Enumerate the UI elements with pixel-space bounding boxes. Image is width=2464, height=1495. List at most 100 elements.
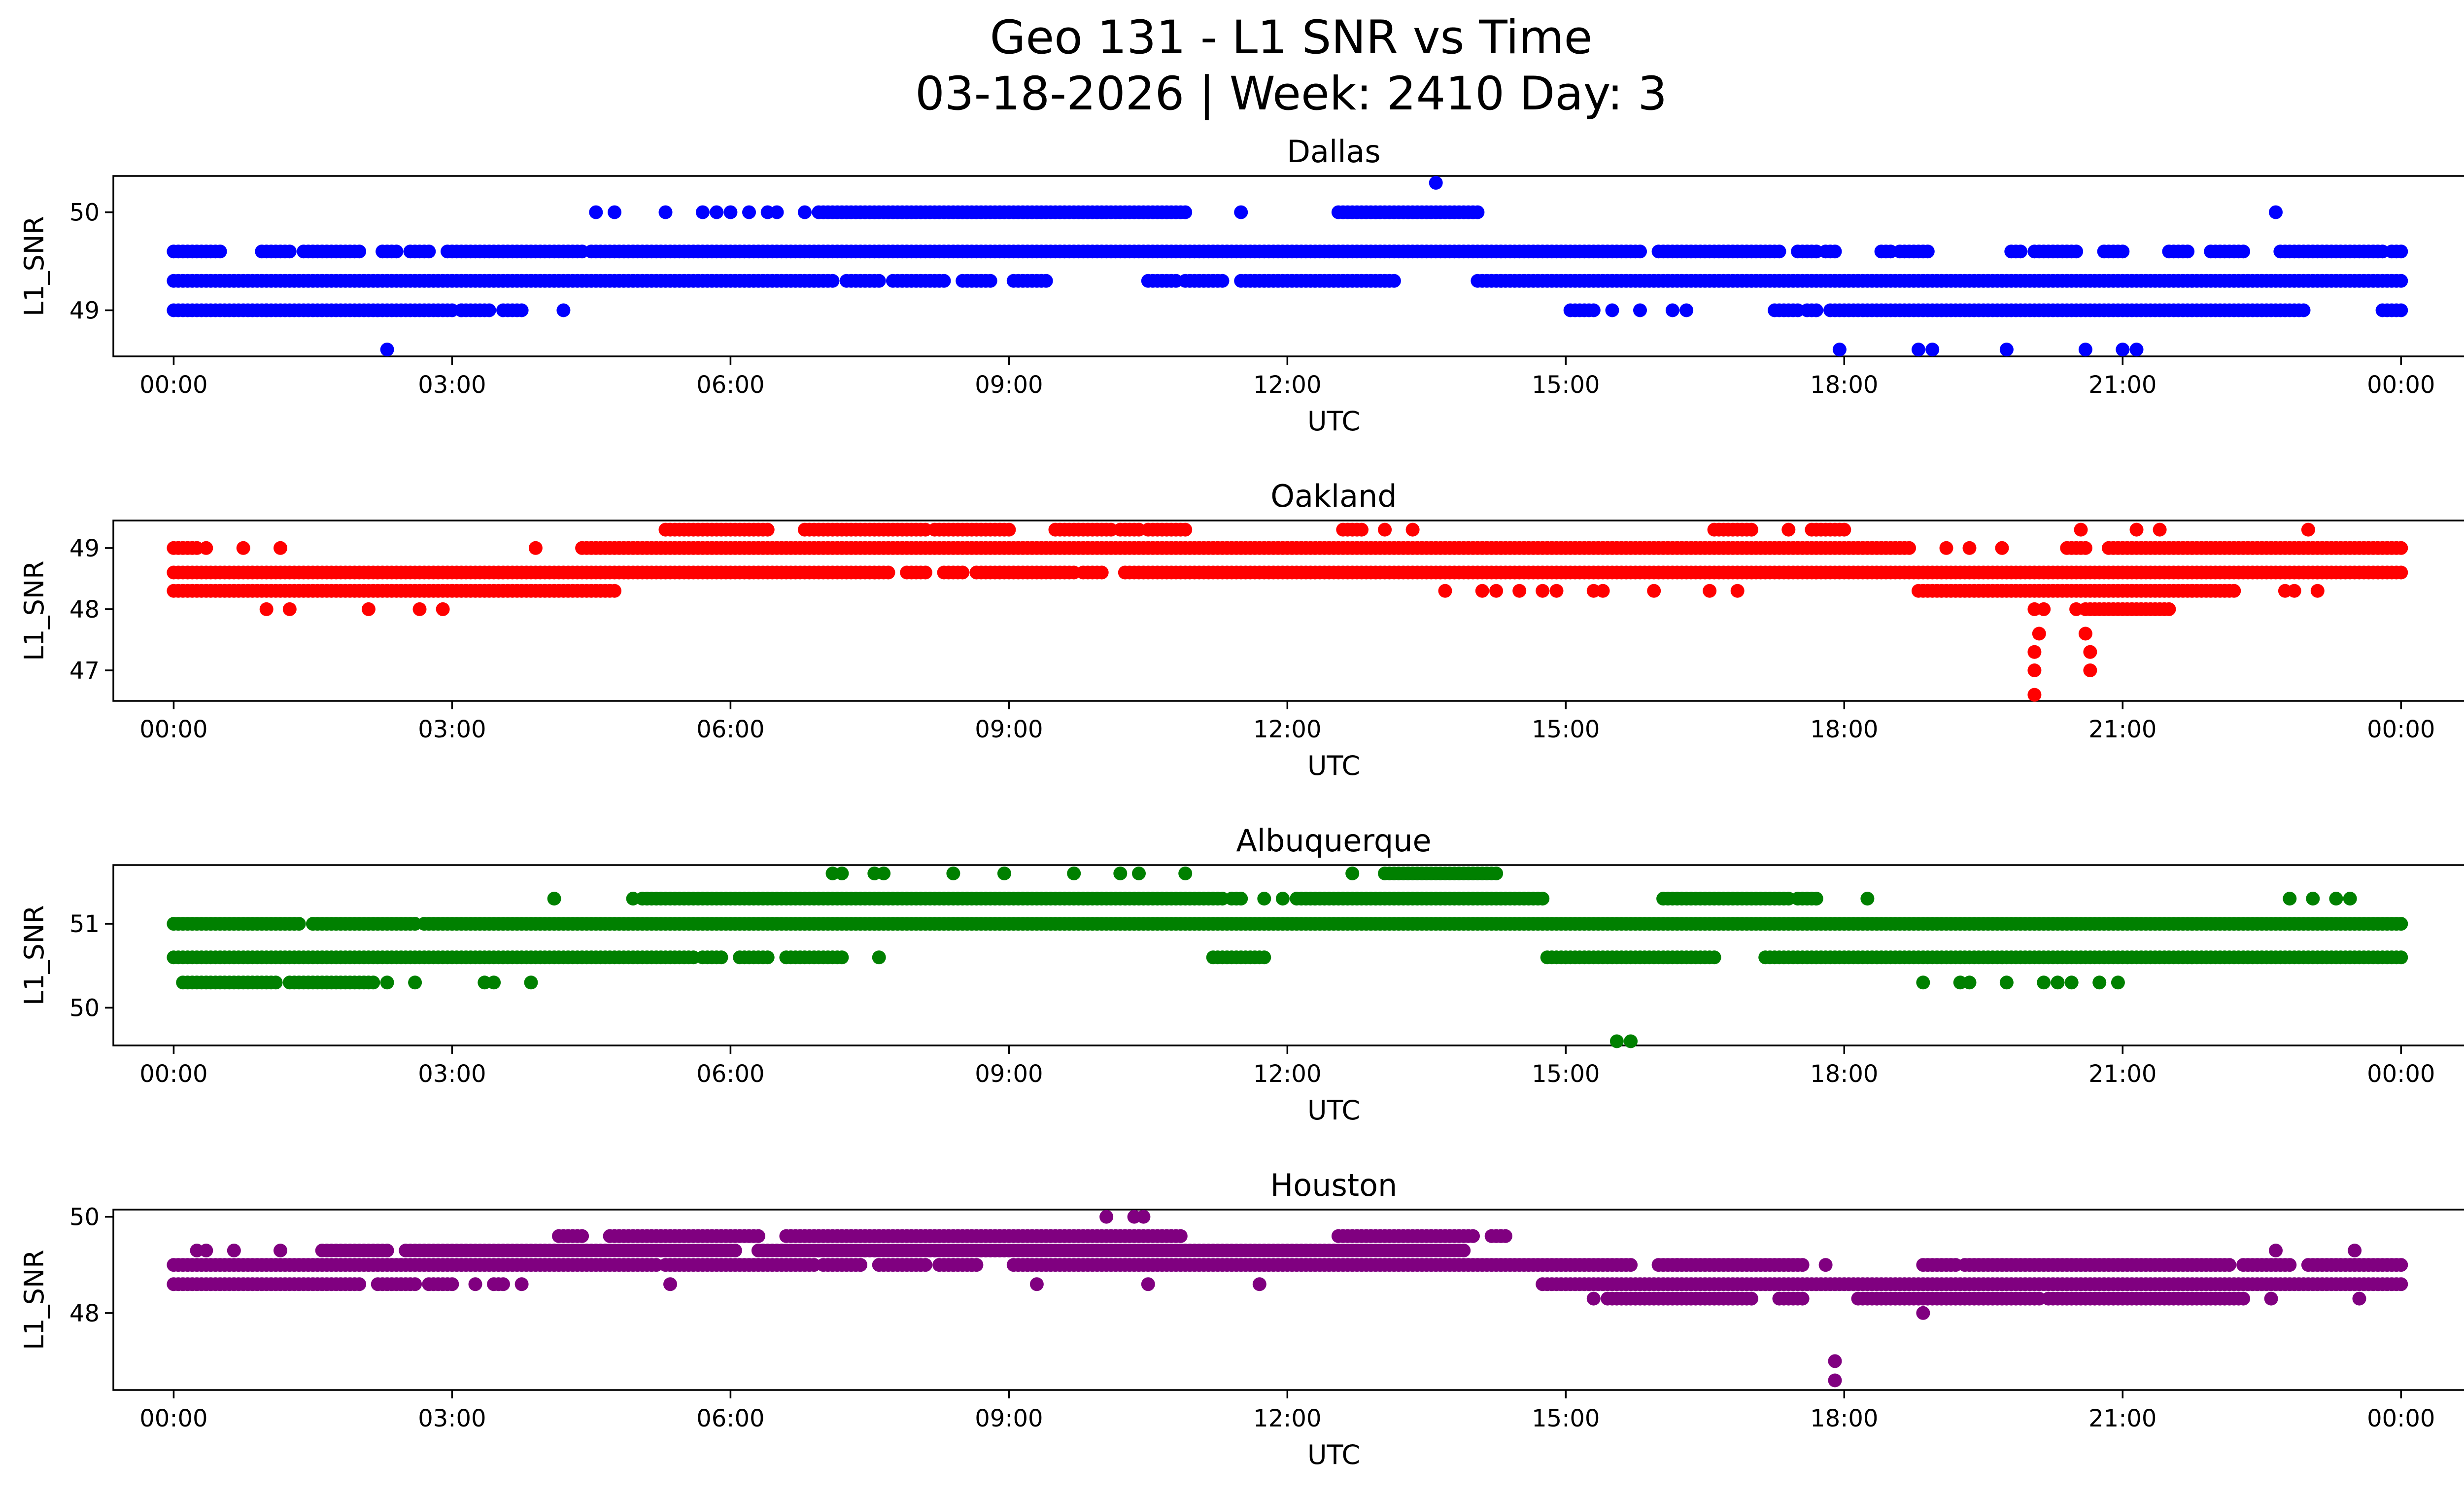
chart-0-x-tick-label: 00:00 <box>2367 371 2435 399</box>
chart-1-point <box>608 584 621 598</box>
chart-1-point <box>236 541 250 555</box>
chart-0-point <box>1809 303 1823 317</box>
chart-0-y-tick-label: 50 <box>69 199 100 227</box>
chart-1-point <box>2301 522 2315 537</box>
chart-1-axes-frame <box>112 520 2464 702</box>
chart-0-point <box>2296 303 2311 317</box>
chart-2-point <box>2092 975 2107 990</box>
chart-3-title: Houston <box>1270 1167 1398 1203</box>
chart-3-point <box>1818 1258 1833 1272</box>
chart-3-point <box>496 1277 510 1291</box>
chart-2-x-tick-label: 03:00 <box>418 1060 486 1088</box>
chart-2-point <box>1999 975 2014 990</box>
chart-1-point <box>2287 584 2301 598</box>
chart-3-point <box>1498 1229 1512 1243</box>
chart-3-point <box>445 1277 459 1291</box>
chart-0-point <box>2236 244 2251 259</box>
chart-1-x-tick-label: 06:00 <box>696 716 764 743</box>
chart-3-point <box>2394 1258 2408 1272</box>
chart-0-point <box>2394 244 2408 259</box>
chart-0-point <box>798 205 812 219</box>
chart-3-point <box>1670 1258 1684 1272</box>
chart-0-point <box>1832 343 1847 357</box>
chart-2-point <box>2306 892 2320 906</box>
chart-0-point <box>380 343 394 357</box>
chart-2-point <box>1257 892 1271 906</box>
chart-2-x-tick-label: 21:00 <box>2088 1060 2156 1088</box>
chart-1-point <box>2069 602 2084 616</box>
chart-0-x-axis-label: UTC <box>1307 406 1360 437</box>
chart-1-point <box>1002 522 1016 537</box>
chart-1-point <box>2394 541 2408 555</box>
chart-2-point <box>835 867 849 880</box>
chart-2-x-axis-label: UTC <box>1307 1095 1360 1126</box>
chart-1-points <box>167 522 2408 702</box>
chart-0-point <box>2129 343 2144 357</box>
chart-1-point <box>1095 565 1109 580</box>
chart-2-point <box>946 867 960 880</box>
chart-2-y-tick-label: 50 <box>69 994 100 1022</box>
chart-1-point <box>436 602 450 616</box>
chart-1-point <box>1730 584 1745 598</box>
chart-2-point <box>1257 950 1271 965</box>
chart-1-point <box>1378 522 1392 537</box>
chart-1-y-tick-label: 47 <box>69 657 100 685</box>
chart-0-point <box>825 274 840 288</box>
chart-0-point <box>2269 205 2283 219</box>
chart-3-point <box>728 1244 742 1257</box>
chart-3-point <box>2222 1258 2236 1272</box>
chart-1-point <box>1549 584 1564 598</box>
chart-1-point <box>1355 522 1369 537</box>
chart-3-x-tick-label: 00:00 <box>2367 1405 2435 1432</box>
chart-3-y-axis-label: L1_SNR <box>19 1250 50 1350</box>
chart-1-point <box>1745 522 1758 537</box>
chart-2-point <box>1916 975 1930 990</box>
chart-1-point <box>199 541 213 555</box>
chart-3-x-tick-label: 18:00 <box>1810 1405 1878 1432</box>
chart-2-point <box>2394 917 2408 931</box>
chart-2-point <box>1489 867 1504 880</box>
chart-1-point <box>1596 584 1610 598</box>
chart-3-point <box>1795 1291 1810 1306</box>
chart-2-point <box>1609 1034 1624 1048</box>
chart-2-point <box>380 975 394 990</box>
chart-0-point <box>695 205 710 219</box>
chart-2-point <box>1860 892 1875 906</box>
chart-2-point <box>2329 892 2343 906</box>
chart-1-point <box>2027 645 2042 659</box>
chart-2-point <box>524 975 538 990</box>
chart-2-point <box>626 892 640 906</box>
chart-2-x-tick-label: 00:00 <box>2367 1060 2435 1088</box>
chart-1-point <box>2027 663 2042 677</box>
chart-0-point <box>1633 303 1647 317</box>
chart-3-point <box>1021 1258 1034 1272</box>
chart-1-point <box>881 565 895 580</box>
chart-3-point <box>2394 1277 2408 1291</box>
chart-1-point <box>1647 584 1661 598</box>
chart-0-x-tick-label: 18:00 <box>1810 371 1878 399</box>
chart-0-point <box>282 244 297 259</box>
chart-0-x-tick-label: 21:00 <box>2088 371 2156 399</box>
chart-1-y-tick-label: 49 <box>69 535 100 562</box>
chart-0-point <box>454 303 469 317</box>
chart-3-point <box>2348 1244 2362 1257</box>
chart-0-point <box>514 303 529 317</box>
chart-3-point <box>1136 1210 1151 1224</box>
chart-0-point <box>1471 205 1485 219</box>
chart-3-point <box>751 1229 765 1243</box>
chart-0-title: Dallas <box>1287 134 1380 170</box>
chart-0-point <box>1633 244 1647 259</box>
chart-2-point <box>1624 1034 1638 1048</box>
chart-2-point <box>1234 892 1248 906</box>
chart-0-point <box>213 244 227 259</box>
chart-3-point <box>2264 1291 2278 1306</box>
chart-1-point <box>2153 522 2167 537</box>
chart-1-point <box>1902 541 1916 555</box>
chart-1-point <box>1405 522 1420 537</box>
chart-3-y-tick-label: 48 <box>69 1300 100 1327</box>
chart-1-point <box>274 541 287 555</box>
chart-3-point <box>1099 1210 1114 1224</box>
chart-2-point <box>487 975 501 990</box>
